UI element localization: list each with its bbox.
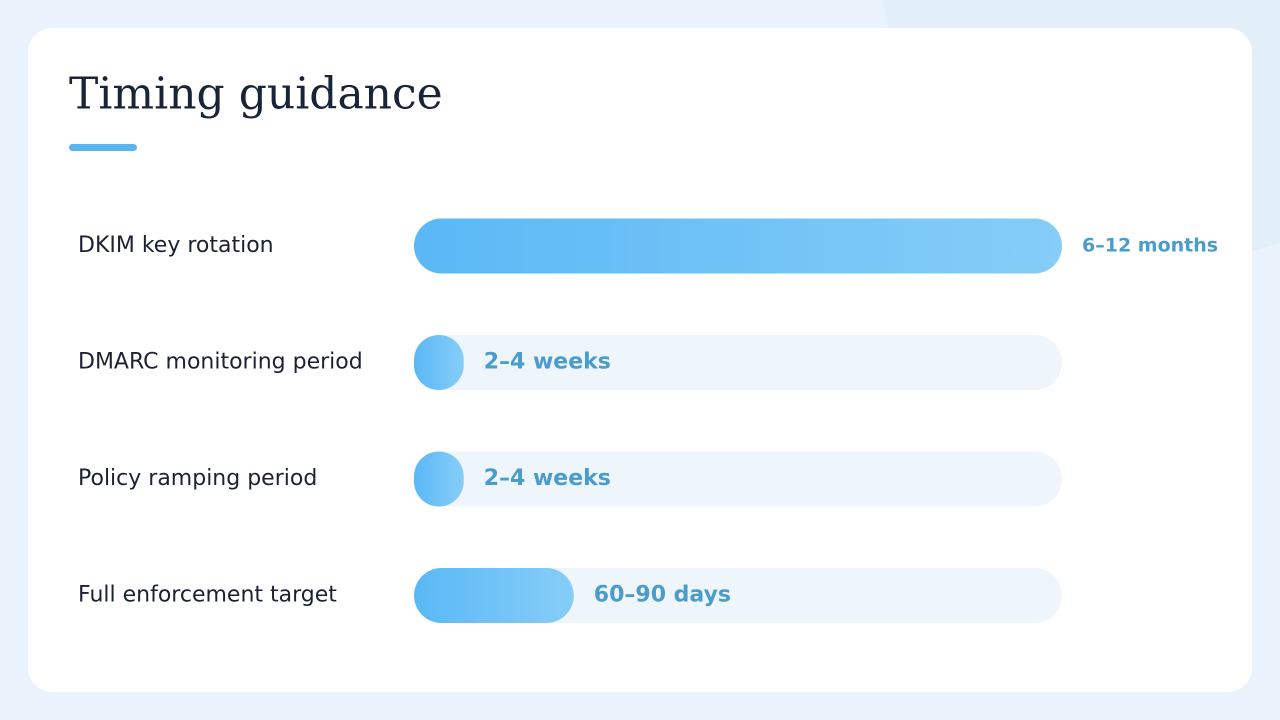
value-label: 2–4 weeks [484,466,611,491]
value-label: 6–12 months [1082,235,1218,257]
bar-track [414,568,1062,623]
chart-title: Timing guidance [69,69,443,120]
bar-track [414,335,1062,390]
value-label: 60–90 days [594,583,731,608]
title-underline [69,144,137,151]
bar [414,568,574,623]
category-label: DKIM key rotation [78,233,274,258]
category-label: Policy ramping period [78,466,317,491]
bar-track [414,451,1062,507]
category-label: Full enforcement target [78,583,337,608]
category-label: DMARC monitoring period [78,350,363,375]
bar [414,451,464,507]
bar [414,218,1062,274]
value-label: 2–4 weeks [484,350,611,375]
bar [414,335,464,390]
